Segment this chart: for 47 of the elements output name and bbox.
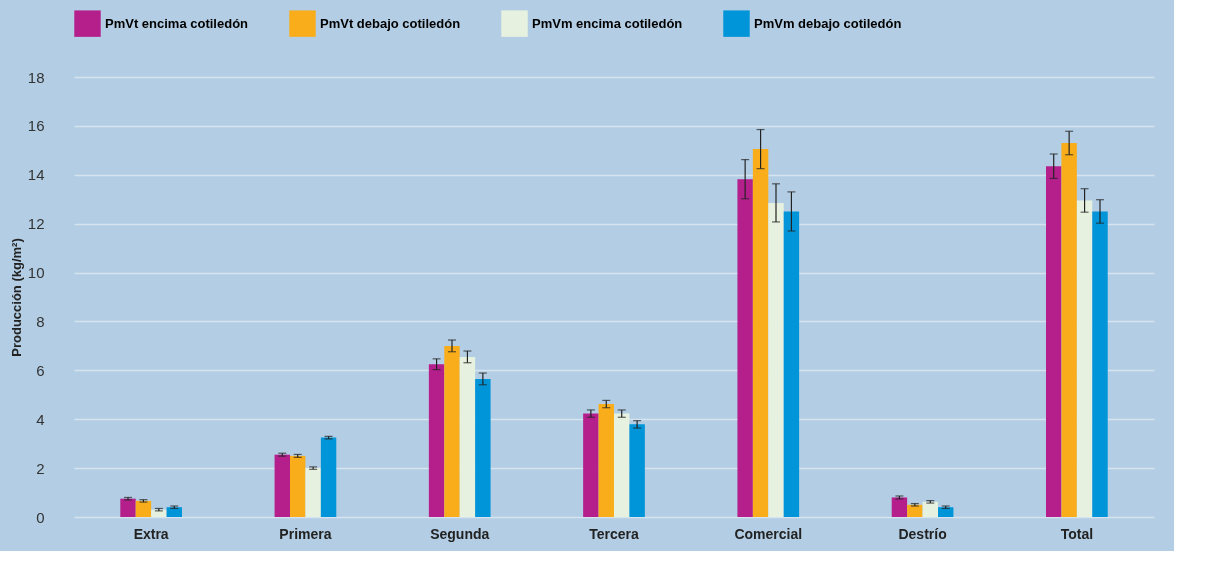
bar [166, 507, 182, 517]
bar [737, 179, 753, 517]
bar [752, 149, 769, 517]
bar [891, 497, 908, 517]
legend-label: PmVt encima cotiledón [105, 15, 249, 31]
y-tick-label: 8 [36, 312, 45, 330]
bar [290, 455, 306, 517]
bar [1046, 166, 1062, 517]
y-tick-label: 10 [27, 264, 45, 282]
bar [598, 404, 614, 517]
y-tick-label: 16 [27, 117, 45, 135]
bar [1061, 143, 1077, 517]
bar [768, 202, 784, 517]
x-tick-label: Tercera [589, 525, 639, 542]
y-tick-label: 6 [36, 361, 45, 379]
legend-label: PmVt debajo cotiledón [320, 15, 461, 31]
bar [151, 509, 167, 517]
bar [135, 500, 152, 517]
y-tick-label: 18 [27, 68, 45, 86]
bar [428, 364, 445, 517]
x-tick-label: Destrío [898, 525, 947, 542]
x-tick-label: Total [1060, 525, 1094, 542]
y-tick-label: 4 [36, 410, 45, 428]
x-tick-label: Extra [133, 525, 169, 542]
bar [1092, 211, 1108, 517]
legend-label: PmVm debajo cotiledón [754, 15, 902, 31]
y-axis-title: Producción (kg/m²) [8, 238, 24, 357]
bar [783, 211, 800, 517]
y-tick-label: 14 [27, 166, 45, 184]
y-tick-label: 0 [36, 508, 45, 526]
x-tick-label: Segunda [430, 525, 490, 542]
bar [444, 345, 460, 517]
bar [1076, 200, 1093, 517]
bar [938, 507, 954, 517]
bar [320, 437, 337, 517]
bar [922, 501, 938, 517]
y-tick-label: 12 [27, 215, 45, 233]
legend-label: PmVm encima cotiledón [532, 15, 683, 31]
bar [907, 504, 923, 517]
bar [120, 498, 136, 517]
bar [459, 356, 476, 517]
x-tick-label: Primera [279, 525, 332, 542]
bar [475, 378, 491, 517]
y-tick-label: 2 [36, 459, 45, 477]
bar [305, 468, 321, 517]
x-tick-label: Comercial [734, 525, 803, 542]
bar [274, 454, 290, 517]
